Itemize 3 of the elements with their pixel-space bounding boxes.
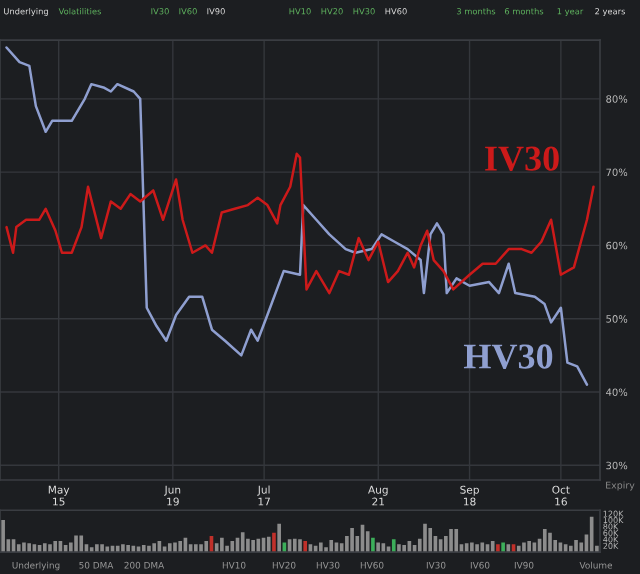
line-series — [5, 46, 589, 386]
series-label: IV30 — [485, 146, 559, 172]
series-label: HV30 — [463, 344, 553, 369]
